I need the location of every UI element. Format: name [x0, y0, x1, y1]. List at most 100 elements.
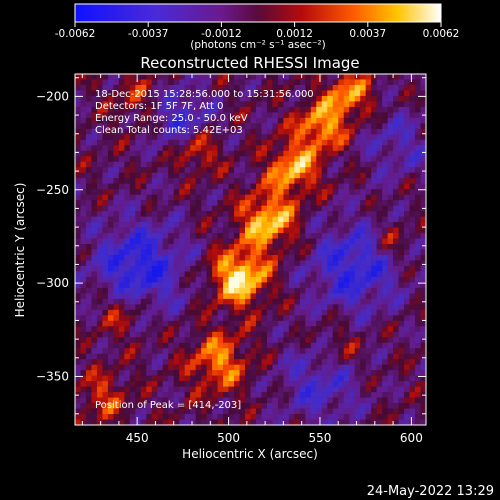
heatmap-cell [305, 139, 312, 146]
heatmap-cell [415, 271, 421, 278]
heatmap-cell [277, 254, 284, 261]
heatmap-cell [321, 194, 328, 201]
heatmap-cell [338, 222, 345, 228]
heatmap-cell [228, 397, 235, 404]
heatmap-cell [217, 249, 224, 256]
heatmap-cell [250, 375, 257, 382]
heatmap-cell [80, 200, 87, 206]
heatmap-cell [354, 167, 361, 174]
heatmap-cell [179, 320, 185, 327]
heatmap-cell [129, 348, 136, 354]
heatmap-cell [387, 370, 394, 376]
heatmap-cell [360, 238, 366, 245]
heatmap-cell [124, 265, 131, 272]
heatmap-cell [140, 106, 147, 113]
heatmap-cell [107, 370, 114, 376]
heatmap-cell [343, 293, 350, 300]
heatmap-cell [321, 74, 328, 80]
heatmap-cell [349, 79, 355, 86]
heatmap-cell [239, 353, 246, 360]
heatmap-cell [321, 403, 328, 409]
heatmap-cell [102, 139, 109, 146]
heatmap-cell [338, 172, 345, 179]
heatmap-cell [310, 309, 317, 316]
heatmap-cell [129, 112, 136, 119]
heatmap-cell [277, 205, 284, 212]
heatmap-cell [343, 298, 350, 305]
heatmap-cell [234, 260, 240, 267]
heatmap-cell [409, 233, 416, 239]
heatmap-cell [321, 320, 328, 327]
heatmap-cell [113, 364, 120, 371]
heatmap-cell [387, 183, 394, 190]
heatmap-cell [343, 238, 350, 245]
heatmap-cell [349, 315, 355, 322]
heatmap-cell [195, 408, 202, 415]
heatmap-cell [272, 139, 279, 146]
heatmap-cell [409, 271, 416, 278]
colorbar-tick-label: -0.0012 [201, 28, 242, 40]
heatmap-cell [96, 342, 103, 349]
heatmap-cell [283, 315, 290, 322]
heatmap-cell [387, 194, 394, 201]
heatmap-cell [349, 194, 355, 201]
heatmap-cell [404, 167, 410, 174]
heatmap-cell [234, 304, 240, 311]
heatmap-cell [195, 414, 202, 420]
heatmap-cell [327, 370, 334, 376]
heatmap-cell [75, 216, 81, 223]
heatmap-cell [173, 117, 180, 124]
heatmap-cell [206, 227, 213, 234]
heatmap-cell [393, 403, 399, 409]
heatmap-cell [299, 386, 306, 393]
heatmap-cell [162, 112, 169, 119]
heatmap-cell [162, 414, 169, 420]
heatmap-cell [124, 397, 131, 404]
heatmap-cell [151, 145, 158, 152]
heatmap-cell [118, 227, 125, 234]
heatmap-cell [277, 178, 284, 184]
heatmap-cell [343, 233, 350, 239]
heatmap-cell [360, 342, 366, 349]
heatmap-cell [272, 260, 279, 267]
heatmap-cell [283, 205, 290, 212]
heatmap-cell [157, 276, 164, 283]
heatmap-cell [338, 90, 345, 97]
heatmap-cell [360, 315, 366, 322]
heatmap-cell [80, 178, 87, 184]
heatmap-cell [157, 353, 164, 360]
heatmap-cell [135, 276, 142, 283]
heatmap-cell [299, 254, 306, 261]
heatmap-cell [376, 353, 383, 360]
heatmap-cell [393, 414, 399, 420]
heatmap-cell [354, 161, 361, 168]
heatmap-cell [266, 331, 273, 338]
heatmap-cell [261, 150, 268, 157]
heatmap-cell [250, 200, 257, 206]
heatmap-cell [420, 364, 427, 371]
heatmap-cell [387, 276, 394, 283]
heatmap-cell [146, 326, 153, 333]
heatmap-cell [310, 298, 317, 305]
heatmap-cell [96, 254, 103, 261]
heatmap-cell [255, 249, 262, 256]
heatmap-cell [354, 260, 361, 267]
heatmap-cell [179, 227, 185, 234]
heatmap-cell [217, 353, 224, 360]
heatmap-cell [140, 254, 147, 261]
heatmap-cell [195, 370, 202, 376]
heatmap-cell [321, 282, 328, 289]
heatmap-cell [245, 233, 251, 239]
heatmap-cell [250, 128, 257, 135]
heatmap-cell [212, 238, 218, 245]
heatmap-cell [102, 112, 109, 119]
heatmap-cell [113, 117, 120, 124]
heatmap-cell [223, 392, 229, 398]
heatmap-cell [327, 123, 334, 130]
heatmap-cell [277, 156, 284, 163]
heatmap-cell [91, 331, 98, 338]
heatmap-cell [168, 370, 175, 376]
heatmap-cell [107, 397, 114, 404]
heatmap-cell [162, 74, 169, 80]
heatmap-cell [135, 244, 142, 250]
